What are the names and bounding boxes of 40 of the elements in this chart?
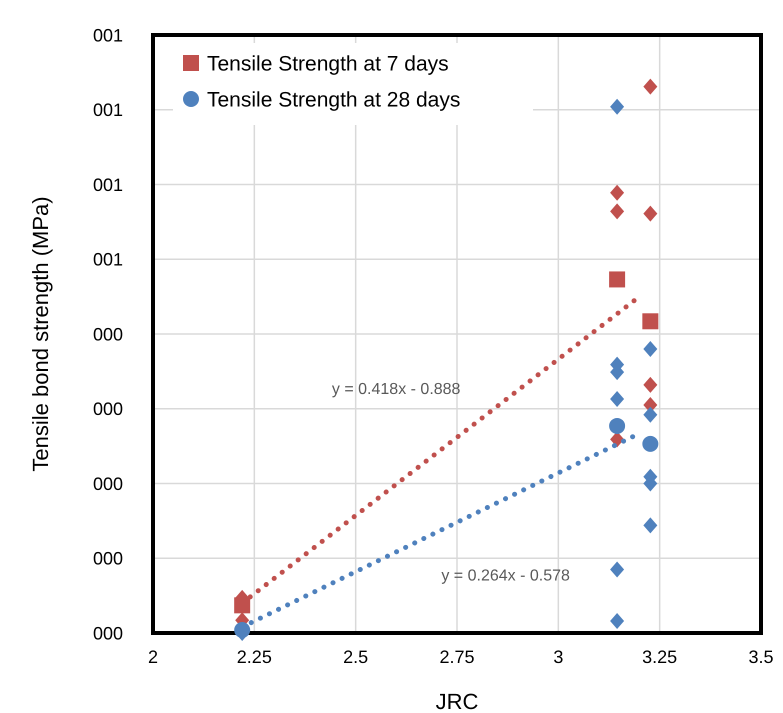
x-tick-label: 3.5 — [748, 647, 774, 667]
point — [643, 517, 658, 534]
x-tick-label: 2.25 — [236, 647, 272, 667]
point — [610, 561, 624, 578]
y-axis-title: Tensile bond strength (MPa) — [28, 196, 53, 472]
point — [610, 613, 624, 630]
y-tick-label: 000 — [92, 474, 123, 494]
point — [643, 406, 658, 423]
point — [610, 184, 624, 201]
x-axis-title: JRC — [436, 689, 478, 713]
point — [643, 206, 658, 222]
y-tick-label: 000 — [92, 623, 123, 644]
y-tick-label: 000 — [92, 324, 123, 344]
point — [610, 98, 624, 115]
y-tick-label: 001 — [92, 100, 123, 120]
x-tick-label: 3 — [553, 647, 564, 667]
point — [642, 313, 658, 330]
y-tick-label: 001 — [92, 25, 123, 46]
legend-label: Tensile Strength at 28 days — [207, 88, 460, 112]
point — [643, 376, 658, 393]
x-tick-label: 2 — [148, 647, 158, 667]
y-tick-label: 001 — [92, 250, 123, 270]
point — [610, 391, 624, 408]
x-tick-label: 2.5 — [343, 647, 368, 667]
x-tick-label: 3.25 — [642, 647, 678, 667]
point — [610, 203, 624, 220]
x-tick-label: 2.75 — [439, 647, 475, 667]
annotation: y = 0.264x - 0.578 — [441, 568, 570, 585]
annotation: y = 0.418x - 0.888 — [332, 380, 461, 398]
point — [643, 340, 658, 357]
point — [642, 436, 658, 452]
y-tick-label: 000 — [92, 548, 123, 569]
y-tick-label: 000 — [92, 399, 123, 420]
point — [234, 622, 250, 638]
point — [609, 418, 626, 434]
y-tick-label: 001 — [92, 174, 123, 195]
point — [234, 597, 250, 614]
legend-label: Tensile Strength at 7 days — [207, 52, 449, 76]
point — [643, 78, 658, 95]
point — [609, 271, 626, 288]
